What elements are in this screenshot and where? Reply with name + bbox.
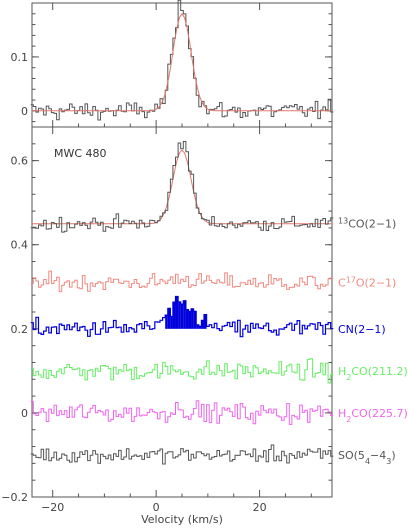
spectrum-series-1 [32,12,332,112]
y-tick-label: 0 [21,105,28,118]
series-label-part: ) [391,449,395,462]
series-label-part: CO(225.7) [351,407,407,420]
series-label-part: 4 [365,456,370,465]
spectrum-fill-bar [175,296,179,329]
spectrum-fill-bar [203,314,207,329]
series-label-part: CO(211.2) [351,365,407,378]
y-tick-label: 0.1 [11,51,29,64]
x-tick-label: 20 [253,501,267,514]
spectrum-fill-bar [178,301,181,329]
series-label: 13CO(2−1) [338,216,396,231]
series-label-part: C [338,277,346,290]
spectrum-fill-bar [193,311,197,329]
series-label-part: O(2−1) [356,277,396,290]
spectrum-series-0 [30,0,334,121]
series-label-part: 17 [346,275,356,284]
series-label-part: 2 [346,372,351,381]
spectrum-fill-bar [180,304,184,329]
spectrum-series-5 [30,400,334,425]
x-tick-label: −20 [41,501,64,514]
spectrum-fill-bar [167,308,171,329]
series-label-part: −4 [370,449,386,462]
series-label: H2CO(211.2) [338,365,408,382]
spectrum-fill-bar [183,300,186,329]
source-annotation: MWC 480 [54,147,107,160]
x-tick-label: 0 [153,501,160,514]
spectrum-series-4 [30,358,334,384]
series-label-part: SO(5 [338,449,365,462]
series-label-part: CO(2−1) [348,218,396,231]
series-label-part: H [338,407,346,420]
spectrum-series-3 [30,295,334,338]
series-label: CN(2−1) [338,323,386,336]
spectrum-fill-bar [201,320,204,329]
series-label: H2CO(225.7) [338,407,408,424]
spectrum-fill-bar [185,309,189,329]
spectrum-series-0 [32,149,332,225]
spectrum-fill-bar [196,324,199,329]
y-tick-label: 0.6 [11,155,29,168]
y-tick-label: −0.2 [1,491,28,504]
spectrum-fill-bar [191,308,194,329]
series-label-part: CN(2−1) [338,323,386,336]
series-label-part: 3 [386,456,391,465]
series-label-part: 13 [338,216,348,225]
plot-frame [31,2,333,128]
spectrum-series-2 [30,270,334,293]
panel-top: 00.1 [11,0,334,128]
series-label-part: 2 [346,414,351,423]
series-label: C17O(2−1) [338,275,396,290]
series-label-part: H [338,365,346,378]
y-tick-label: 0.2 [11,323,29,336]
series-label: SO(54−43) [338,449,396,466]
spectrum-fill-bar [172,302,176,329]
spectrum-series-1 [30,141,334,233]
spectrum-fill-bar [165,315,168,329]
spectrum-fill-bar [170,316,173,329]
x-axis-label: Velocity (km/s) [141,513,223,526]
spectrum-fill-bar [198,326,202,329]
y-tick-label: 0.4 [11,239,29,252]
spectrum-series-6 [30,444,334,465]
spectrum-fill-bar [188,311,192,329]
y-tick-label: 0 [21,407,28,420]
